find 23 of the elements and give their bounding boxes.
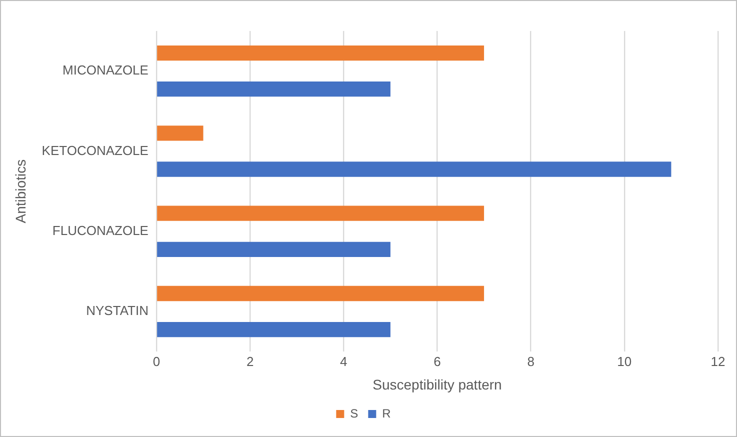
- x-tick-label: 0: [152, 354, 160, 369]
- bar: [157, 162, 672, 177]
- x-tick-label: 2: [246, 354, 254, 369]
- x-tick-label: 8: [527, 354, 534, 369]
- legend-label: S: [350, 406, 358, 420]
- bar: [157, 206, 484, 221]
- bar: [157, 82, 390, 97]
- y-tick-label: FLUCONAZOLE: [52, 222, 149, 238]
- bar: [157, 126, 204, 141]
- x-axis-title: Susceptibility pattern: [372, 376, 502, 392]
- x-tick-label: 10: [617, 354, 632, 369]
- y-tick-label: MICONAZOLE: [62, 62, 149, 78]
- x-tick-label: 4: [340, 354, 348, 369]
- y-axis-title: Antibiotics: [12, 159, 28, 224]
- x-tick-label: 12: [710, 354, 726, 369]
- bar: [157, 45, 484, 61]
- x-tick-label: 6: [434, 354, 441, 369]
- y-tick-label: KETOCONAZOLE: [42, 142, 149, 158]
- bar: [157, 322, 390, 338]
- bar: [157, 242, 390, 257]
- legend-label: R: [382, 406, 392, 420]
- bar: [157, 286, 484, 302]
- y-tick-label: NYSTATIN: [86, 303, 148, 318]
